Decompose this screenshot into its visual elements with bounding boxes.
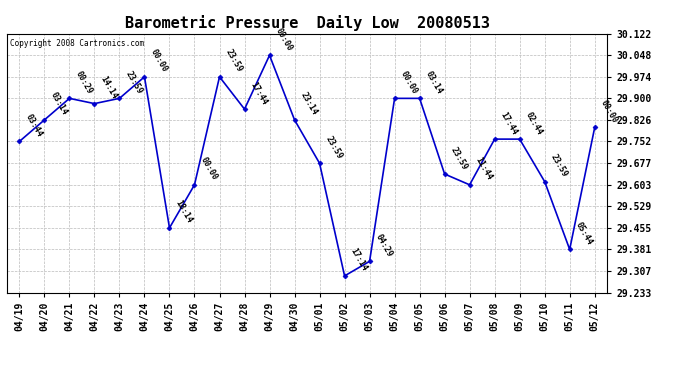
- Text: 00:00: 00:00: [399, 69, 419, 96]
- Text: 03:44: 03:44: [23, 112, 44, 139]
- Text: 03:14: 03:14: [424, 69, 444, 96]
- Text: 02:44: 02:44: [524, 110, 544, 136]
- Text: 23:59: 23:59: [549, 153, 569, 179]
- Text: 17:14: 17:14: [348, 247, 369, 273]
- Text: 11:44: 11:44: [474, 156, 494, 182]
- Text: 00:00: 00:00: [599, 99, 619, 125]
- Text: 05:44: 05:44: [574, 220, 594, 247]
- Text: 23:59: 23:59: [324, 134, 344, 160]
- Text: 23:14: 23:14: [299, 91, 319, 117]
- Text: 00:00: 00:00: [274, 26, 294, 53]
- Text: 23:59: 23:59: [224, 48, 244, 74]
- Text: 04:29: 04:29: [374, 232, 394, 259]
- Text: 00:00: 00:00: [148, 48, 169, 74]
- Text: 23:59: 23:59: [448, 145, 469, 171]
- Title: Barometric Pressure  Daily Low  20080513: Barometric Pressure Daily Low 20080513: [125, 15, 489, 31]
- Text: 17:44: 17:44: [499, 110, 519, 136]
- Text: 00:00: 00:00: [199, 156, 219, 182]
- Text: 17:44: 17:44: [248, 80, 269, 106]
- Text: 14:14: 14:14: [99, 75, 119, 101]
- Text: 18:14: 18:14: [174, 199, 194, 225]
- Text: Copyright 2008 Cartronics.com: Copyright 2008 Cartronics.com: [10, 39, 144, 48]
- Text: 23:59: 23:59: [124, 69, 144, 96]
- Text: 00:29: 00:29: [74, 69, 94, 96]
- Text: 03:14: 03:14: [48, 91, 69, 117]
